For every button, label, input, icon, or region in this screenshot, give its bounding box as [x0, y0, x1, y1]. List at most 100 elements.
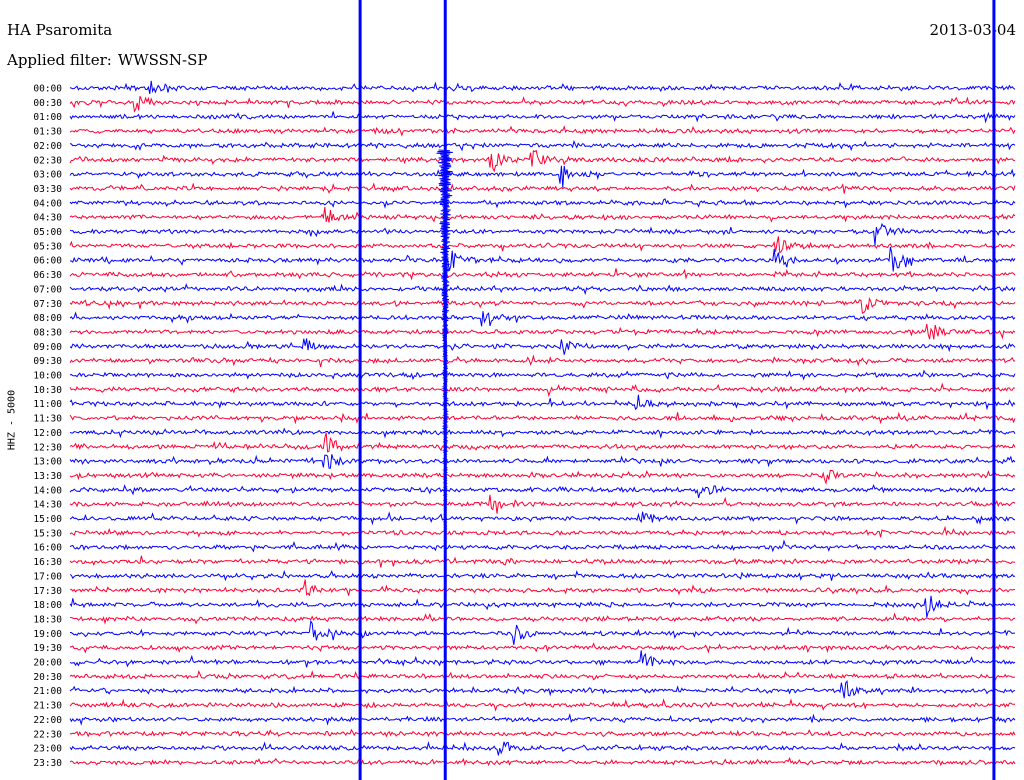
trace-row-0300	[69, 165, 1016, 188]
trace-row-0700	[69, 283, 1016, 296]
filter-label: Applied filter:	[7, 51, 112, 69]
trace-row-1530	[69, 525, 1016, 538]
time-label-0530: 05:30	[33, 241, 62, 252]
trace-row-1430	[69, 494, 1016, 514]
trace-row-1300	[69, 454, 1016, 469]
trace-row-1200	[69, 427, 1016, 440]
trace-row-0930	[69, 354, 1016, 368]
time-label-0000: 00:00	[33, 84, 62, 95]
time-label-0030: 00:30	[33, 98, 62, 109]
trace-row-2130	[69, 698, 1016, 712]
trace-row-1230	[69, 432, 1016, 453]
time-label-1800: 18:00	[33, 600, 62, 611]
time-label-1100: 11:00	[33, 399, 62, 410]
trace-row-0730	[69, 297, 1016, 314]
time-label-0300: 03:00	[33, 170, 62, 181]
trace-row-0230	[69, 149, 1016, 173]
time-label-2130: 21:30	[33, 701, 62, 712]
time-label-1300: 13:00	[33, 457, 62, 468]
time-label-2100: 21:00	[33, 686, 62, 697]
time-label-0830: 08:30	[33, 327, 62, 338]
time-label-1830: 18:30	[33, 614, 62, 625]
trace-row-1500	[69, 511, 1016, 526]
time-label-0200: 02:00	[33, 141, 62, 152]
time-label-1900: 19:00	[33, 629, 62, 640]
trace-row-1830	[69, 612, 1016, 625]
trace-row-0200	[69, 139, 1016, 152]
trace-row-2100	[69, 680, 1016, 699]
time-label-1330: 13:30	[33, 471, 62, 482]
time-label-0800: 08:00	[33, 313, 62, 324]
trace-row-2030	[69, 670, 1016, 681]
trace-row-0330	[69, 182, 1016, 194]
time-label-1130: 11:30	[33, 414, 62, 425]
trace-row-0600	[69, 246, 1016, 272]
time-label-1400: 14:00	[33, 485, 62, 496]
time-label-0700: 07:00	[33, 284, 62, 295]
trace-row-1930	[69, 642, 1016, 654]
trace-row-0900	[69, 338, 1016, 355]
quake-event-1	[436, 0, 453, 780]
seismogram-traces	[69, 0, 1016, 780]
trace-row-0500	[69, 223, 1016, 246]
filter-value: WWSSN-SP	[117, 51, 208, 69]
time-label-2300: 23:00	[33, 744, 62, 755]
trace-row-0830	[69, 323, 1016, 340]
time-label-0230: 02:30	[33, 155, 62, 166]
time-label-0730: 07:30	[33, 299, 62, 310]
trace-row-1900	[69, 619, 1015, 645]
time-label-1730: 17:30	[33, 586, 62, 597]
trace-row-0800	[69, 311, 1016, 327]
trace-row-0000	[69, 80, 1016, 95]
trace-row-1030	[69, 382, 1016, 398]
time-label-1000: 10:00	[33, 371, 62, 382]
trace-row-1400	[69, 484, 1016, 499]
time-label-0930: 09:30	[33, 356, 62, 367]
trace-row-0630	[69, 268, 1016, 281]
trace-row-0400	[69, 198, 1016, 209]
trace-row-0130	[69, 125, 1016, 137]
time-label-1230: 12:30	[33, 442, 62, 453]
time-label-2200: 22:00	[33, 715, 62, 726]
time-label-1030: 10:30	[33, 385, 62, 396]
trace-row-1600	[69, 539, 1016, 553]
time-label-0600: 06:00	[33, 256, 62, 267]
time-label-1930: 19:30	[33, 643, 62, 654]
trace-row-1130	[69, 411, 1016, 425]
trace-row-1630	[69, 555, 1016, 568]
time-label-0430: 04:30	[33, 213, 62, 224]
trace-row-1730	[69, 579, 1016, 597]
time-label-0130: 01:30	[33, 127, 62, 138]
trace-row-1800	[69, 595, 1016, 618]
time-label-1530: 15:30	[33, 528, 62, 539]
time-label-1630: 16:30	[33, 557, 62, 568]
trace-row-2300	[69, 740, 1016, 756]
time-label-0400: 04:00	[33, 198, 62, 209]
trace-row-2000	[69, 650, 1016, 668]
time-label-2000: 20:00	[33, 658, 62, 669]
time-label-0500: 05:00	[33, 227, 62, 238]
trace-row-0100	[69, 111, 1016, 124]
trace-row-2230	[69, 728, 1016, 738]
filter-line: Applied filter: WWSSN-SP	[7, 51, 208, 69]
time-label-0330: 03:30	[33, 184, 62, 195]
time-label-0630: 06:30	[33, 270, 62, 281]
time-label-1430: 14:30	[33, 500, 62, 511]
time-label-1500: 15:00	[33, 514, 62, 525]
time-label-2330: 23:30	[33, 758, 62, 769]
trace-row-1000	[69, 369, 1016, 381]
trace-row-2330	[69, 756, 1016, 767]
trace-row-1700	[69, 569, 1016, 582]
time-label-1700: 17:00	[33, 571, 62, 582]
trace-row-1330	[69, 469, 1016, 486]
trace-row-2200	[69, 713, 1016, 726]
trace-row-0030	[69, 96, 1016, 113]
time-label-1200: 12:00	[33, 428, 62, 439]
trace-row-1100	[69, 394, 1016, 411]
trace-row-0530	[69, 236, 1016, 254]
time-label-0100: 01:00	[33, 112, 62, 123]
trace-row-0430	[69, 207, 1016, 223]
time-label-2230: 22:30	[33, 729, 62, 740]
time-label-2030: 20:30	[33, 672, 62, 683]
